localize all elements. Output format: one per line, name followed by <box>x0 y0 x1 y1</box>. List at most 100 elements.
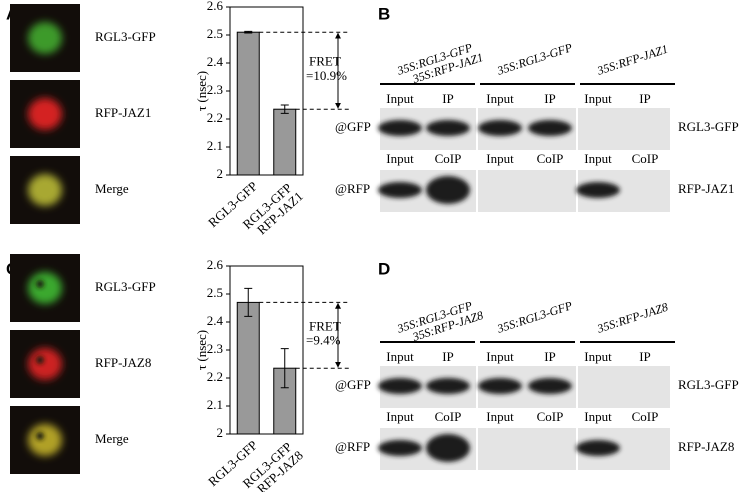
construct: 35S:RGL3-GFP 35S:RFP-JAZ1 <box>394 38 484 90</box>
lane-label: IP <box>442 91 454 106</box>
error-bar <box>244 287 253 317</box>
band <box>378 120 422 136</box>
image-caption: RFP-JAZ1 <box>95 105 151 120</box>
blot-strip <box>380 108 670 150</box>
lane-label: CoIP <box>435 409 462 424</box>
nucleus <box>28 272 62 304</box>
construct: 35S:RFP-JAZ1 <box>594 41 669 77</box>
construct: 35S:RFP-JAZ8 <box>594 299 669 335</box>
band <box>576 440 620 456</box>
antibody: @RFP <box>335 181 370 196</box>
y-tick-label: 2.4 <box>207 313 224 328</box>
construct: 35S:RGL3-GFP <box>494 40 574 78</box>
lane-label: Input <box>386 409 414 424</box>
y-tick-label: 2.3 <box>207 82 223 97</box>
lane-label: CoIP <box>632 151 659 166</box>
lane-label: IP <box>544 91 556 106</box>
lane-label: Input <box>584 409 612 424</box>
nucleolus <box>36 280 44 288</box>
lane-label: Input <box>486 151 514 166</box>
lane-label: CoIP <box>435 151 462 166</box>
annotation: FRET =10.9% <box>306 54 347 83</box>
y-axis-label: τ (nsec) <box>194 330 209 370</box>
nucleolus <box>36 356 44 364</box>
antibody: @RFP <box>335 439 370 454</box>
bar <box>236 301 260 435</box>
band <box>426 378 470 394</box>
lane-label: CoIP <box>632 409 659 424</box>
y-tick-label: 2.2 <box>207 110 223 125</box>
content: ABCDRGL3-GFPRFP-JAZ1MergeRGL3-GFPRFP-JAZ… <box>6 0 739 492</box>
y-tick-label: 2.5 <box>207 26 223 41</box>
band <box>528 120 572 136</box>
y-tick-label: 2.1 <box>207 138 223 153</box>
band <box>478 378 522 394</box>
lane-label: IP <box>544 349 556 364</box>
image-caption: RGL3-GFP <box>95 279 156 294</box>
nucleus <box>28 348 62 380</box>
lane-label: Input <box>386 349 414 364</box>
band <box>528 378 572 394</box>
lane-label: Input <box>584 349 612 364</box>
antibody: @GFP <box>335 119 371 134</box>
lane-label: Input <box>584 91 612 106</box>
panel-label: B <box>378 4 390 23</box>
blot-strip <box>380 170 670 212</box>
image-caption: Merge <box>95 181 129 196</box>
protein: RFP-JAZ8 <box>678 439 734 454</box>
image-caption: RGL3-GFP <box>95 29 156 44</box>
lane-label: CoIP <box>537 409 564 424</box>
lane-label: Input <box>486 409 514 424</box>
y-tick-label: 2.5 <box>207 285 223 300</box>
lane-label: CoIP <box>537 151 564 166</box>
construct: 35S:RGL3-GFP <box>494 298 574 336</box>
panel-label: D <box>378 259 390 278</box>
band <box>378 378 422 394</box>
y-tick-label: 2.3 <box>207 341 223 356</box>
y-tick-label: 2.2 <box>207 369 223 384</box>
y-tick-label: 2 <box>217 166 224 181</box>
construct: 35S:RGL3-GFP 35S:RFP-JAZ8 <box>394 296 484 348</box>
bar <box>236 31 260 176</box>
protein: RGL3-GFP <box>678 119 739 134</box>
error-bar <box>280 104 289 114</box>
lane-label: Input <box>386 151 414 166</box>
lane-label: Input <box>486 91 514 106</box>
nucleus <box>28 98 62 130</box>
lane-label: IP <box>639 91 651 106</box>
blot-strip <box>380 366 670 408</box>
y-axis-label: τ (nsec) <box>194 71 209 111</box>
y-tick-label: 2.1 <box>207 397 223 412</box>
lane-label: IP <box>639 349 651 364</box>
band <box>378 182 422 198</box>
band <box>426 434 470 462</box>
nucleolus <box>36 432 44 440</box>
image-caption: RFP-JAZ8 <box>95 355 151 370</box>
y-tick-label: 2.6 <box>207 257 224 272</box>
nucleus <box>28 174 62 206</box>
blot-strip <box>380 428 670 470</box>
y-tick-label: 2 <box>217 425 224 440</box>
y-tick-label: 2.4 <box>207 54 224 69</box>
annotation: FRET =9.4% <box>306 318 344 347</box>
band <box>426 120 470 136</box>
error-bar <box>244 30 253 34</box>
protein: RFP-JAZ1 <box>678 181 734 196</box>
lane-label: IP <box>442 349 454 364</box>
lane-label: Input <box>386 91 414 106</box>
bar <box>273 108 297 176</box>
image-caption: Merge <box>95 431 129 446</box>
antibody: @GFP <box>335 377 371 392</box>
lane-label: Input <box>486 349 514 364</box>
band <box>576 182 620 198</box>
y-tick-label: 2.6 <box>207 0 224 13</box>
nucleus <box>28 424 62 456</box>
band <box>378 440 422 456</box>
error-bar <box>280 348 289 389</box>
lane-label: Input <box>584 151 612 166</box>
protein: RGL3-GFP <box>678 377 739 392</box>
band <box>426 176 470 204</box>
band <box>478 120 522 136</box>
nucleus <box>28 22 62 54</box>
